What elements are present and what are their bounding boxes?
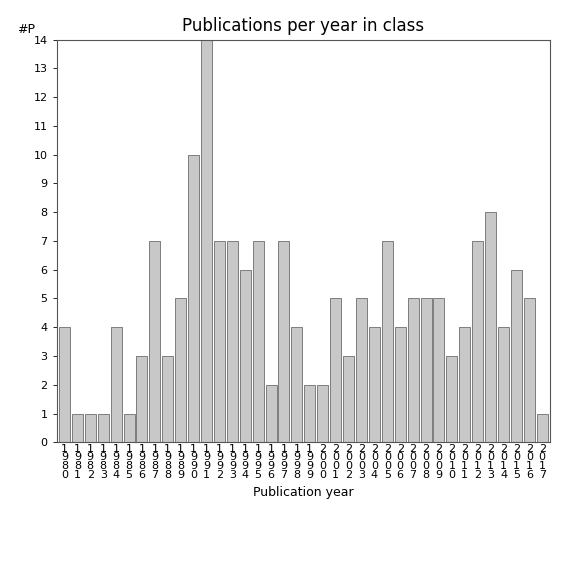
Bar: [214, 241, 225, 442]
Bar: [175, 298, 186, 442]
Bar: [395, 327, 405, 442]
Bar: [498, 327, 509, 442]
Bar: [485, 212, 496, 442]
Bar: [188, 155, 199, 442]
Bar: [137, 356, 147, 442]
Text: #P: #P: [17, 23, 35, 36]
Bar: [201, 40, 212, 442]
Bar: [343, 356, 354, 442]
Bar: [59, 327, 70, 442]
Bar: [304, 385, 315, 442]
Bar: [537, 413, 548, 442]
Bar: [111, 327, 121, 442]
Bar: [472, 241, 483, 442]
Bar: [382, 241, 393, 442]
X-axis label: Publication year: Publication year: [253, 485, 354, 498]
Bar: [408, 298, 418, 442]
Bar: [162, 356, 174, 442]
Bar: [265, 385, 277, 442]
Bar: [278, 241, 290, 442]
Bar: [433, 298, 445, 442]
Bar: [524, 298, 535, 442]
Title: Publications per year in class: Publications per year in class: [182, 18, 425, 35]
Bar: [124, 413, 134, 442]
Bar: [369, 327, 380, 442]
Bar: [85, 413, 96, 442]
Bar: [317, 385, 328, 442]
Bar: [446, 356, 458, 442]
Bar: [227, 241, 238, 442]
Bar: [72, 413, 83, 442]
Bar: [421, 298, 431, 442]
Bar: [291, 327, 302, 442]
Bar: [149, 241, 160, 442]
Bar: [356, 298, 367, 442]
Bar: [253, 241, 264, 442]
Bar: [240, 270, 251, 442]
Bar: [459, 327, 470, 442]
Bar: [330, 298, 341, 442]
Bar: [98, 413, 109, 442]
Bar: [511, 270, 522, 442]
